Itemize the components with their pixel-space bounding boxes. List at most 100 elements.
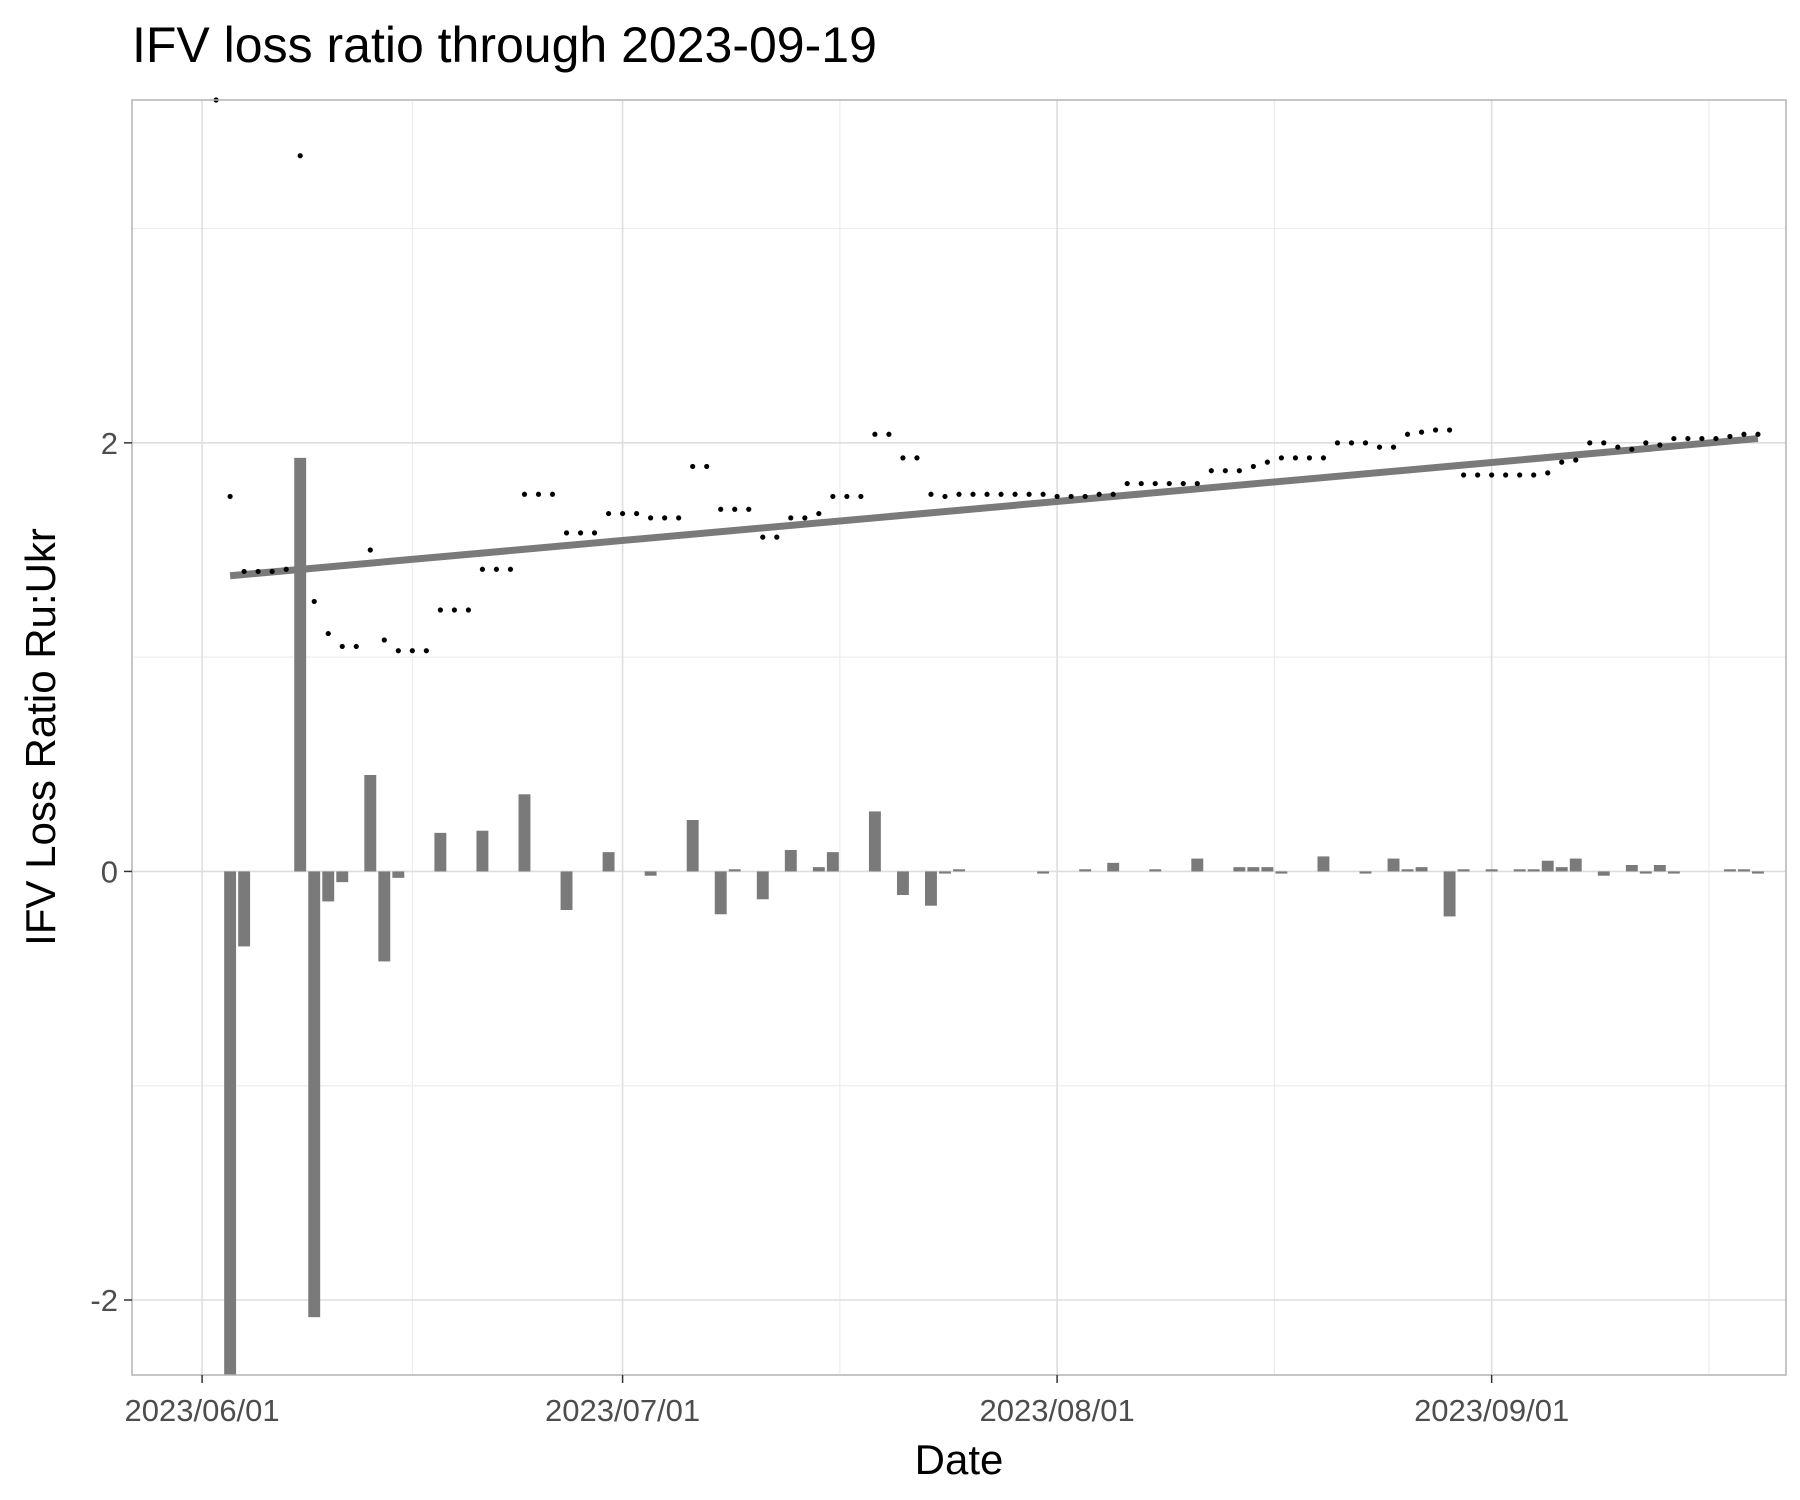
- data-point: [353, 643, 359, 650]
- data-point: [690, 463, 696, 470]
- bar: [1443, 871, 1456, 917]
- data-point: [998, 491, 1004, 497]
- data-point: [451, 607, 457, 613]
- bar: [1457, 869, 1470, 872]
- data-point: [1475, 472, 1481, 478]
- bar: [308, 871, 321, 1318]
- data-point: [732, 506, 738, 512]
- data-point: [1671, 435, 1677, 442]
- data-point: [858, 493, 864, 500]
- bar: [1723, 869, 1736, 872]
- data-point: [1657, 442, 1663, 448]
- data-point: [1348, 440, 1355, 446]
- data-point: [1503, 472, 1509, 478]
- y-tick-label: 0: [101, 854, 118, 889]
- bar: [1752, 871, 1764, 874]
- y-axis-title: IFV Loss Ratio Ru:Ukr: [17, 528, 64, 946]
- bar: [1275, 871, 1288, 874]
- data-point: [1461, 472, 1467, 478]
- bar: [686, 820, 699, 872]
- data-point: [535, 491, 542, 497]
- data-point: [1699, 435, 1705, 442]
- data-point: [1320, 455, 1327, 461]
- data-point: [1727, 433, 1733, 440]
- data-point: [942, 493, 948, 500]
- bar: [1737, 869, 1750, 872]
- bar: [812, 867, 825, 872]
- data-point: [802, 515, 808, 521]
- data-point: [325, 630, 331, 637]
- bar: [392, 871, 405, 878]
- data-point: [619, 510, 626, 517]
- data-point: [437, 607, 443, 613]
- data-point: [605, 510, 612, 517]
- bar: [1387, 858, 1400, 872]
- x-tick-label: 2023/09/01: [1414, 1393, 1569, 1428]
- data-point: [297, 153, 303, 159]
- x-tick-label: 2023/08/01: [980, 1393, 1135, 1428]
- bar: [1261, 867, 1274, 872]
- y-tick-label: 2: [101, 426, 118, 461]
- bar: [1359, 871, 1372, 874]
- trend-line: [229, 435, 1759, 580]
- data-point: [563, 530, 570, 536]
- data-point: [774, 534, 780, 540]
- data-point: [1250, 463, 1256, 470]
- data-point: [1292, 455, 1299, 461]
- data-point: [367, 547, 373, 553]
- chart-title: IFV loss ratio through 2023-09-19: [132, 17, 877, 73]
- bar: [1653, 865, 1666, 872]
- data-point: [479, 566, 486, 572]
- data-point: [914, 455, 920, 461]
- data-point: [1489, 472, 1495, 478]
- data-point: [493, 566, 500, 572]
- bar: [1107, 862, 1120, 872]
- bar: [756, 871, 769, 900]
- bar: [1555, 867, 1568, 872]
- bar: [868, 811, 881, 872]
- bar: [953, 869, 965, 872]
- data-point: [1559, 459, 1565, 465]
- data-point: [872, 431, 878, 437]
- data-point: [1404, 431, 1411, 437]
- data-point: [1110, 491, 1116, 497]
- bar: [364, 775, 377, 872]
- data-point: [255, 568, 261, 575]
- bar: [644, 871, 657, 876]
- data-point: [1629, 446, 1635, 452]
- bar: [939, 871, 951, 874]
- bar: [1401, 869, 1414, 872]
- data-point: [844, 493, 850, 500]
- data-point: [409, 648, 415, 654]
- data-point: [1713, 435, 1719, 442]
- x-tick-label: 2023/07/01: [545, 1393, 700, 1428]
- data-point: [816, 510, 822, 517]
- point-series: [213, 97, 1761, 654]
- bar: [1639, 871, 1652, 874]
- y-tick-label: -2: [90, 1283, 118, 1318]
- data-point: [283, 566, 289, 572]
- data-point: [1376, 444, 1383, 450]
- data-point: [1012, 491, 1018, 497]
- data-point: [1615, 444, 1621, 450]
- data-point: [1138, 480, 1144, 487]
- data-point: [1236, 468, 1242, 474]
- bar: [1667, 871, 1680, 874]
- bar: [1233, 867, 1246, 872]
- data-point: [1741, 431, 1747, 437]
- y-axis-ticks: -2 0 2: [90, 426, 132, 1318]
- data-point: [465, 607, 472, 613]
- trend-line-series: [229, 435, 1759, 580]
- grid: [132, 100, 1786, 1375]
- bar: [1527, 869, 1540, 872]
- x-axis-ticks: 2023/06/01 2023/07/01 2023/08/01 2023/09/01: [125, 1375, 1569, 1428]
- data-point: [1068, 493, 1074, 500]
- data-point: [1278, 455, 1284, 461]
- data-point: [1531, 472, 1537, 478]
- data-point: [1334, 440, 1341, 446]
- bar: [1247, 867, 1260, 872]
- data-point: [395, 648, 401, 654]
- data-point: [1194, 480, 1200, 487]
- bar: [728, 869, 741, 872]
- bar: [1625, 865, 1638, 872]
